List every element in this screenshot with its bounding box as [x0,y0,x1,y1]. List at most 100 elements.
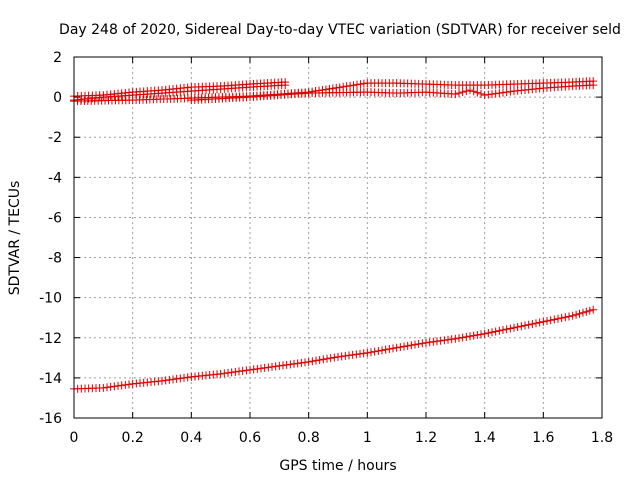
data-point [242,366,251,375]
data-point [403,341,412,350]
data-point [220,369,229,378]
data-point [521,321,529,330]
data-point [502,325,511,334]
data-point [183,373,192,382]
data-point [389,344,397,353]
data-point [491,89,500,98]
data-point [466,86,474,95]
x-tick-label: 1.6 [532,430,554,446]
data-point [557,313,566,322]
data-point [433,337,441,346]
data-point [491,327,500,336]
data-point [352,350,361,359]
data-point [290,359,298,368]
data-point [429,337,438,346]
y-tick-label: -14 [39,371,62,387]
y-tick-label: -4 [48,170,62,186]
data-point [293,359,302,368]
data-point [381,345,390,354]
data-point [499,326,507,335]
data-point [407,341,416,350]
data-point [315,355,324,364]
data-point [264,363,273,372]
data-point [176,374,185,383]
data-point [565,312,573,321]
data-point [469,87,478,96]
data-point [345,351,353,360]
data-point [535,318,544,327]
data-point [125,380,133,389]
y-tick-label: 2 [53,50,62,66]
data-point [495,326,504,335]
data-point [348,350,357,359]
axis-ticks: 0 0.2 0.4 0.6 0.8 1 1.2 1.4 1.6 1.8 2 0 -2 -4 -6 -8 -10 -… [39,50,613,446]
data-point [356,349,364,358]
data-point [447,335,456,344]
data-point [418,339,427,348]
data-point [572,310,581,319]
series-track-d [187,81,598,105]
data-point [249,365,258,374]
data-point [451,334,460,343]
data-point [499,88,507,97]
data-point [359,79,368,88]
data-point [297,358,306,367]
data-point [462,87,471,96]
data-point [455,334,463,343]
data-point [440,336,449,345]
data-point [110,382,119,391]
data-point [400,342,408,351]
series-track-b [70,81,290,105]
data-point [268,362,276,371]
data-point [275,361,284,370]
data-point [458,88,467,97]
x-tick-label: 0.6 [239,430,261,446]
y-tick-label: -16 [39,411,62,427]
data-point [253,364,262,373]
chart-title: Day 248 of 2020, Sidereal Day-to-day VTE… [59,22,621,38]
data-point [238,366,247,375]
data-point [169,375,177,384]
plot-frame [73,56,603,419]
data-point [466,332,474,341]
data-point [349,81,358,90]
data-point [469,331,478,340]
data-point [554,314,562,323]
data-point [99,383,108,392]
data-point [484,329,493,338]
data-point [106,382,115,391]
data-point [341,351,350,360]
y-tick-label: -12 [39,331,62,347]
data-point [282,360,291,369]
data-point [121,380,130,389]
data-point [411,340,419,349]
data-point [271,362,280,371]
y-tick-label: -6 [48,210,62,226]
data-point [224,368,232,377]
data-point [473,88,482,97]
data-point [370,347,379,356]
data-point [477,89,485,98]
data-point [480,329,489,338]
y-tick-label: -2 [48,130,62,146]
data-point [312,356,320,365]
data-point [524,320,533,329]
data-point [161,376,170,385]
data-point [578,308,587,317]
data-point [589,81,598,90]
data-point [422,338,430,347]
data-point [260,363,269,372]
data-point [488,90,496,99]
data-point [227,368,236,377]
x-tick-label: 1.8 [591,430,613,446]
data-point [319,355,328,364]
data-point [117,381,126,390]
data-point [451,90,460,99]
x-tick-label: 0.8 [298,430,320,446]
data-point [484,90,493,99]
data-point [180,373,188,382]
data-point [363,348,372,357]
x-tick-label: 1.2 [415,430,437,446]
x-tick-label: 1.4 [474,430,496,446]
